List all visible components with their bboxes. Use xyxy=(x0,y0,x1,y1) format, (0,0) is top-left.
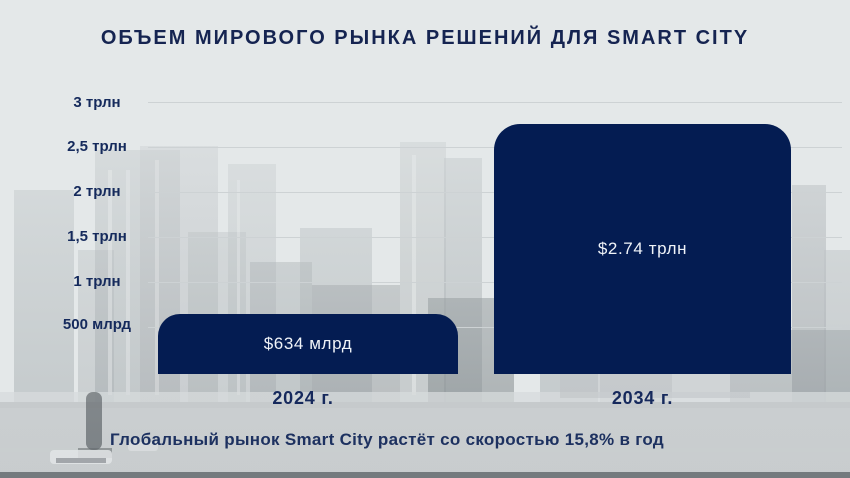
y-axis-tick-label: 1,5 трлн xyxy=(67,228,127,245)
x-axis-label-2034: 2034 г. xyxy=(611,388,674,408)
y-axis-tick-label: 1 трлн xyxy=(73,273,121,290)
bar-value-label: $634 млрд xyxy=(263,334,353,353)
y-axis-tick-label: 3 трлн xyxy=(73,94,121,111)
bar-2024: $634 млрд xyxy=(158,314,458,374)
y-axis-tick-label: 500 млрд xyxy=(62,316,132,333)
bar-value-label: $2.74 трлн xyxy=(597,239,688,258)
gridline-3trln xyxy=(148,102,842,103)
y-axis-tick-label: 2,5 трлн xyxy=(67,138,127,155)
y-axis-tick-label: 2 трлн xyxy=(73,183,121,200)
growth-annotation: Глобальный рынок Smart City растёт со ск… xyxy=(110,430,664,449)
x-axis-label-2024: 2024 г. xyxy=(272,388,334,408)
bar-2034: $2.74 трлн xyxy=(494,124,791,374)
page-title: ОБЪЕМ МИРОВОГО РЫНКА РЕШЕНИЙ ДЛЯ SMART C… xyxy=(100,27,750,49)
